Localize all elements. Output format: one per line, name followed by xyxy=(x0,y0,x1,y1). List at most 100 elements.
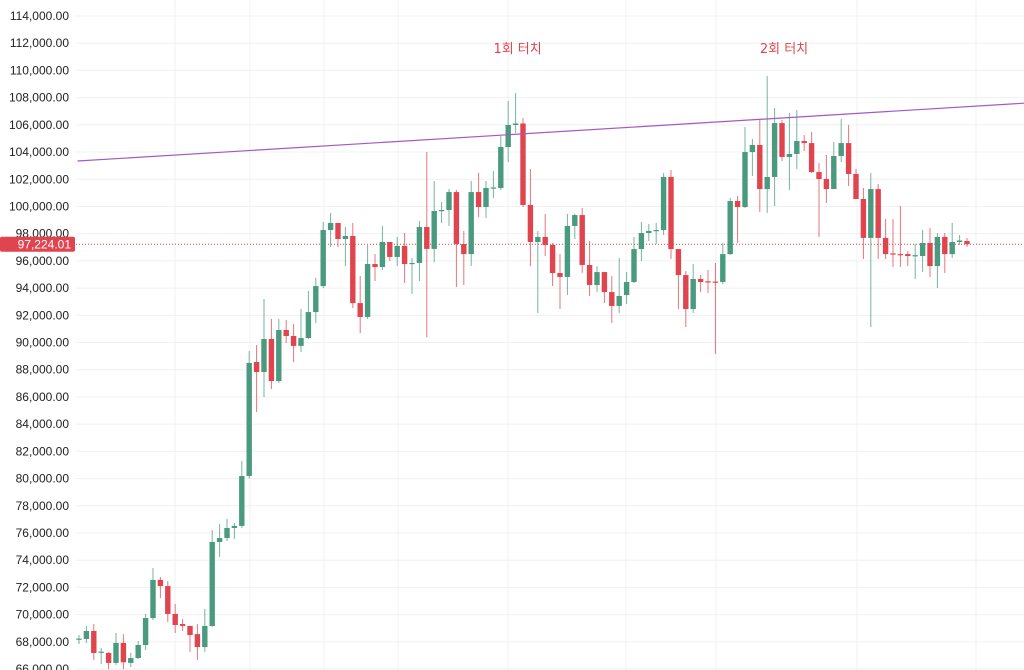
candle-body xyxy=(350,236,356,304)
candle-body xyxy=(668,176,674,250)
candle xyxy=(394,237,400,266)
candle xyxy=(350,222,356,308)
candle xyxy=(150,567,156,620)
candle-body xyxy=(120,642,127,663)
candle xyxy=(868,173,874,328)
candle-body xyxy=(594,272,600,285)
candle xyxy=(646,224,652,242)
candle xyxy=(890,219,896,268)
candle-body xyxy=(801,141,807,144)
candle xyxy=(875,184,881,260)
annotation-second-touch: 2회 터치 xyxy=(760,42,808,57)
candle-body xyxy=(431,210,437,249)
candle-body xyxy=(601,272,608,293)
candle xyxy=(194,624,201,660)
trendline[interactable] xyxy=(77,102,1024,162)
candle-body xyxy=(246,362,252,476)
candle-body xyxy=(742,152,748,208)
candle-body xyxy=(586,264,593,285)
y-tick-label: 88,000.00 xyxy=(16,363,70,377)
candle xyxy=(727,198,733,256)
candle-body xyxy=(860,198,867,238)
candle xyxy=(364,245,371,319)
candle xyxy=(453,190,460,288)
candle-body xyxy=(927,242,933,267)
candle xyxy=(387,241,393,262)
candle xyxy=(631,237,637,284)
candle-body xyxy=(868,189,874,238)
candle xyxy=(379,226,386,270)
candle-body xyxy=(194,634,201,648)
candle-body xyxy=(91,630,97,654)
candle xyxy=(912,244,918,280)
candle-body xyxy=(638,233,645,250)
candle-body xyxy=(623,281,630,296)
candle xyxy=(579,208,585,274)
candle-body xyxy=(216,538,223,542)
candle xyxy=(372,254,378,282)
candle-body xyxy=(461,244,467,255)
candle xyxy=(409,258,415,294)
candle xyxy=(653,222,659,244)
last-price-label: 97,224.01 xyxy=(18,238,72,252)
candle xyxy=(594,266,600,292)
candle-body xyxy=(372,264,378,268)
candle xyxy=(535,231,541,314)
candle xyxy=(416,221,423,282)
candle-body xyxy=(942,236,948,255)
candle-body xyxy=(838,143,844,156)
y-tick-label: 90,000.00 xyxy=(16,336,70,350)
candle-body xyxy=(705,281,711,283)
candle xyxy=(897,206,904,268)
candle xyxy=(668,170,674,260)
candle xyxy=(172,604,178,634)
candle xyxy=(424,152,430,338)
candle xyxy=(165,581,171,622)
candle-body xyxy=(453,192,460,245)
candle-body xyxy=(882,237,889,255)
candle-body xyxy=(424,227,430,249)
candle xyxy=(564,213,571,296)
candle-body xyxy=(875,189,881,238)
candle-body xyxy=(379,241,386,268)
candle xyxy=(934,233,941,288)
candle xyxy=(742,127,748,208)
candle-body xyxy=(853,173,859,199)
candle-body xyxy=(934,236,941,267)
grid xyxy=(76,0,1024,670)
candle xyxy=(202,608,208,653)
candle xyxy=(512,93,519,134)
candle-body xyxy=(557,273,563,277)
candle xyxy=(261,298,267,398)
candle-body xyxy=(231,525,238,528)
y-tick-label: 68,000.00 xyxy=(16,635,70,649)
candle-body xyxy=(438,210,445,212)
candle-body xyxy=(520,123,526,205)
candle-body xyxy=(364,264,371,317)
candle xyxy=(253,344,260,413)
candle-body xyxy=(209,541,215,626)
candle xyxy=(623,272,630,304)
candle xyxy=(734,196,741,244)
candle xyxy=(675,249,682,310)
y-tick-label: 78,000.00 xyxy=(16,499,70,513)
last-price-tag: 97,224.01 xyxy=(0,236,75,252)
candle xyxy=(927,228,933,278)
candle xyxy=(483,181,489,219)
y-tick-label: 112,000.00 xyxy=(10,36,69,50)
y-tick-label: 66,000.00 xyxy=(16,662,70,670)
candle-body xyxy=(564,225,571,277)
y-tick-label: 74,000.00 xyxy=(16,553,70,567)
y-tick-label: 72,000.00 xyxy=(16,580,70,594)
candle-body xyxy=(313,286,319,313)
candle-body xyxy=(179,624,186,626)
candle xyxy=(283,319,289,344)
candle-body xyxy=(490,187,497,189)
candle-body xyxy=(845,143,852,174)
candle-body xyxy=(964,241,970,245)
candle xyxy=(313,278,319,324)
candle-body xyxy=(542,236,548,245)
candle-body xyxy=(83,630,90,639)
last-price-tag-bg xyxy=(0,236,75,252)
